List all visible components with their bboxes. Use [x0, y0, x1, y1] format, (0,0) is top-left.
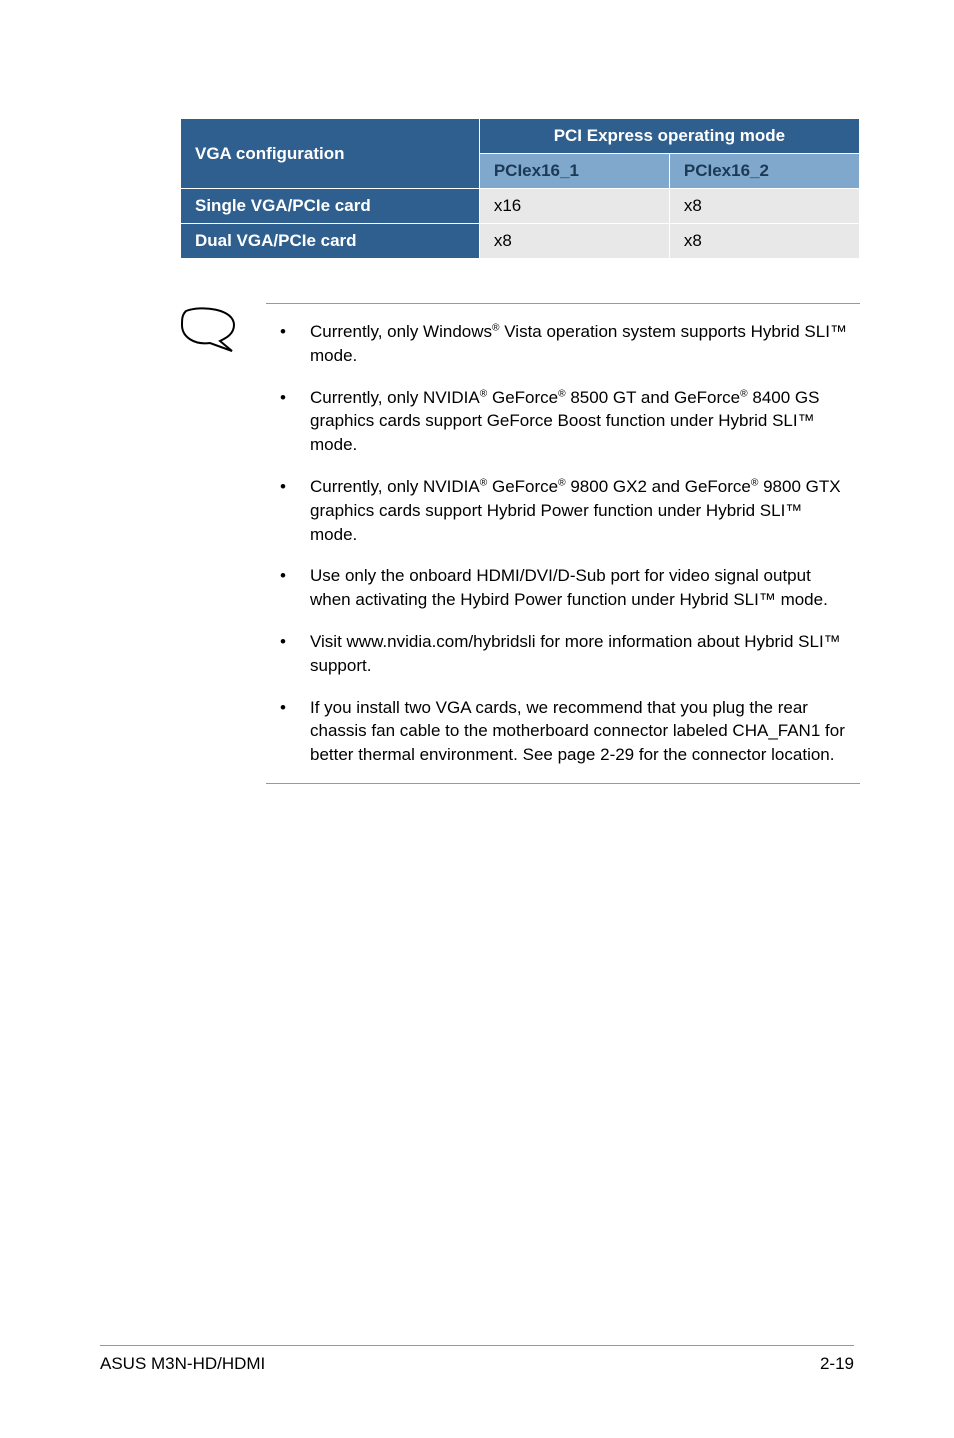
col-pciex16-2: PCIex16_2 [669, 154, 859, 189]
list-item: • Visit www.nvidia.com/hybridsli for mor… [266, 630, 854, 678]
list-item: • Currently, only NVIDIA® GeForce® 9800 … [266, 475, 854, 546]
col-mode-header: PCI Express operating mode [479, 119, 859, 154]
bullet-icon: • [266, 564, 310, 612]
col-vga-header: VGA configuration [181, 119, 480, 189]
list-item: • If you install two VGA cards, we recom… [266, 696, 854, 767]
note-text: Currently, only Windows® Vista operation… [310, 320, 854, 368]
note-text: Currently, only NVIDIA® GeForce® 8500 GT… [310, 386, 854, 457]
note-text: Currently, only NVIDIA® GeForce® 9800 GX… [310, 475, 854, 546]
page-footer: ASUS M3N-HD/HDMI 2-19 [100, 1345, 854, 1374]
row-p2: x8 [669, 224, 859, 259]
list-item: • Use only the onboard HDMI/DVI/D-Sub po… [266, 564, 854, 612]
table-row: Dual VGA/PCIe card x8 x8 [181, 224, 860, 259]
bullet-icon: • [266, 630, 310, 678]
list-item: • Currently, only NVIDIA® GeForce® 8500 … [266, 386, 854, 457]
footer-right: 2-19 [820, 1354, 854, 1374]
note-text: If you install two VGA cards, we recomme… [310, 696, 854, 767]
row-label: Dual VGA/PCIe card [181, 224, 480, 259]
bullet-icon: • [266, 386, 310, 457]
note-icon [180, 307, 238, 355]
note-content: • Currently, only Windows® Vista operati… [266, 303, 860, 784]
row-p1: x16 [479, 189, 669, 224]
table-row: Single VGA/PCIe card x16 x8 [181, 189, 860, 224]
row-p2: x8 [669, 189, 859, 224]
note-text: Use only the onboard HDMI/DVI/D-Sub port… [310, 564, 854, 612]
col-pciex16-1: PCIex16_1 [479, 154, 669, 189]
bullet-icon: • [266, 320, 310, 368]
note-text: Visit www.nvidia.com/hybridsli for more … [310, 630, 854, 678]
row-label: Single VGA/PCIe card [181, 189, 480, 224]
bullet-icon: • [266, 696, 310, 767]
row-p1: x8 [479, 224, 669, 259]
note-block: • Currently, only Windows® Vista operati… [180, 303, 860, 784]
bullet-icon: • [266, 475, 310, 546]
note-list: • Currently, only Windows® Vista operati… [266, 320, 854, 767]
list-item: • Currently, only Windows® Vista operati… [266, 320, 854, 368]
footer-left: ASUS M3N-HD/HDMI [100, 1354, 265, 1374]
vga-config-table: VGA configuration PCI Express operating … [180, 118, 860, 259]
